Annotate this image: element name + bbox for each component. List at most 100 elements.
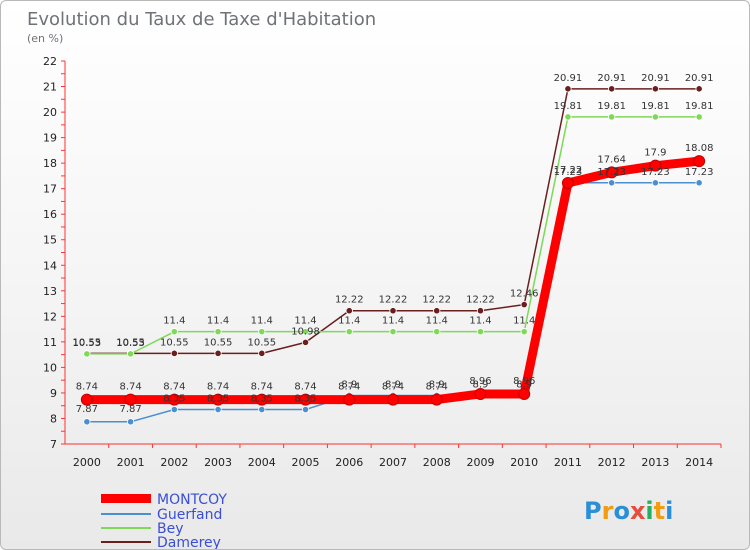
y-tick-label: 19 — [43, 132, 57, 145]
data-label: 12.46 — [510, 289, 539, 300]
data-label: 17.23 — [597, 167, 626, 178]
data-point — [127, 350, 135, 358]
y-tick-label: 13 — [43, 285, 57, 298]
data-point — [301, 328, 310, 336]
y-tick-label: 11 — [43, 336, 57, 349]
data-label: 12.22 — [466, 295, 495, 306]
x-tick-label: 2012 — [598, 456, 626, 469]
data-label: 8.35 — [294, 394, 316, 405]
data-label: 10.55 — [160, 337, 189, 348]
legend-label: MONTCOY — [157, 492, 227, 508]
data-point — [430, 393, 443, 406]
data-label: 19.81 — [641, 101, 670, 112]
series-layer — [80, 85, 706, 426]
x-tick-label: 2011 — [554, 456, 582, 469]
data-label: 17.23 — [641, 167, 670, 178]
data-label: 11.4 — [382, 316, 404, 327]
data-point — [389, 307, 397, 315]
series-bey — [83, 113, 703, 358]
data-label: 20.91 — [641, 73, 670, 84]
data-label: 8.74 — [338, 382, 360, 393]
y-tick-label: 10 — [43, 361, 57, 374]
data-point — [299, 393, 312, 406]
x-tick-label: 2008 — [423, 456, 451, 469]
data-label: 8.35 — [163, 394, 185, 405]
chart-title: Evolution du Taux de Taxe d'Habitation — [27, 9, 376, 30]
data-point — [433, 307, 441, 315]
data-label: 19.81 — [597, 101, 626, 112]
legend-item-damerey: Damerey — [101, 535, 221, 550]
legend-swatch — [101, 527, 151, 529]
data-point — [301, 338, 310, 346]
series-damerey — [83, 85, 703, 357]
data-point — [476, 307, 485, 315]
data-labels: 10.55 10.55 10.55 10.55 10.55 10.98 12.22 12.22… — [73, 73, 714, 415]
data-label: 11.4 — [426, 316, 448, 327]
data-point — [258, 405, 266, 414]
x-tick-label: 2009 — [466, 456, 494, 469]
data-label: 10.55 — [204, 337, 233, 348]
x-tick-label: 2006 — [335, 456, 363, 469]
data-point — [83, 418, 91, 426]
y-tick-label: 17 — [43, 183, 57, 196]
data-point — [345, 328, 353, 336]
y-tick-label: 14 — [43, 259, 57, 272]
y-tick-label: 18 — [43, 157, 57, 170]
data-label: 8.74 — [119, 382, 141, 393]
data-label: 17.64 — [597, 154, 626, 165]
logo-text: Proxiti — [584, 497, 673, 525]
y-tick-label: 20 — [43, 106, 57, 119]
data-label: 11.4 — [469, 316, 491, 327]
data-point — [214, 328, 222, 336]
data-label: 17.22 — [554, 165, 583, 176]
chart-subtitle: (en %) — [27, 32, 63, 45]
data-point — [564, 113, 572, 121]
data-label: 10.55 — [116, 337, 145, 348]
data-label: 20.91 — [685, 73, 714, 84]
data-point — [476, 328, 485, 336]
x-tick-label: 2010 — [510, 456, 538, 469]
data-label: 8.9 — [516, 379, 532, 390]
data-point — [433, 328, 441, 336]
data-point — [255, 393, 268, 406]
y-tick-label: 9 — [50, 387, 57, 400]
x-tick-label: 2002 — [160, 456, 188, 469]
data-point — [170, 328, 178, 336]
x-tick-label: 2007 — [379, 456, 407, 469]
y-tick-label: 22 — [43, 55, 57, 68]
data-label: 19.81 — [554, 101, 583, 112]
legend-label: Damerey — [157, 535, 221, 550]
data-point — [695, 113, 703, 121]
data-label: 8.9 — [429, 379, 445, 390]
data-point — [258, 328, 266, 336]
y-tick-label: 8 — [50, 412, 57, 425]
data-point — [608, 85, 616, 93]
y-tick-label: 15 — [43, 234, 57, 247]
data-label: 10.53 — [116, 338, 145, 349]
data-point — [564, 85, 572, 93]
data-label: 8.9 — [341, 379, 357, 390]
data-label: 11.4 — [338, 316, 360, 327]
axes: 7 8 9 10 11 12 13 14 15 16 17 18 19 20 21 22 2000 2001 200… — [43, 55, 722, 469]
x-tick-label: 2001 — [117, 456, 145, 469]
data-label: 12.22 — [379, 295, 408, 306]
data-point — [651, 179, 660, 187]
data-point — [80, 393, 93, 406]
data-point — [474, 387, 487, 400]
data-label: 7.87 — [119, 404, 141, 415]
data-label: 10.55 — [247, 337, 276, 348]
x-tick-label: 2014 — [685, 456, 713, 469]
data-label: 17.23 — [554, 167, 583, 178]
y-tick-label: 16 — [43, 208, 57, 221]
data-label: 8.74 — [163, 382, 185, 393]
data-label: 8.35 — [251, 394, 273, 405]
x-tick-label: 2003 — [204, 456, 232, 469]
data-label: 8.9 — [473, 379, 489, 390]
data-point — [520, 300, 528, 309]
data-label: 8.74 — [294, 382, 316, 393]
data-point — [561, 177, 574, 190]
data-point — [651, 113, 660, 121]
data-label: 8.74 — [76, 382, 98, 393]
data-label: 12.22 — [335, 295, 364, 306]
